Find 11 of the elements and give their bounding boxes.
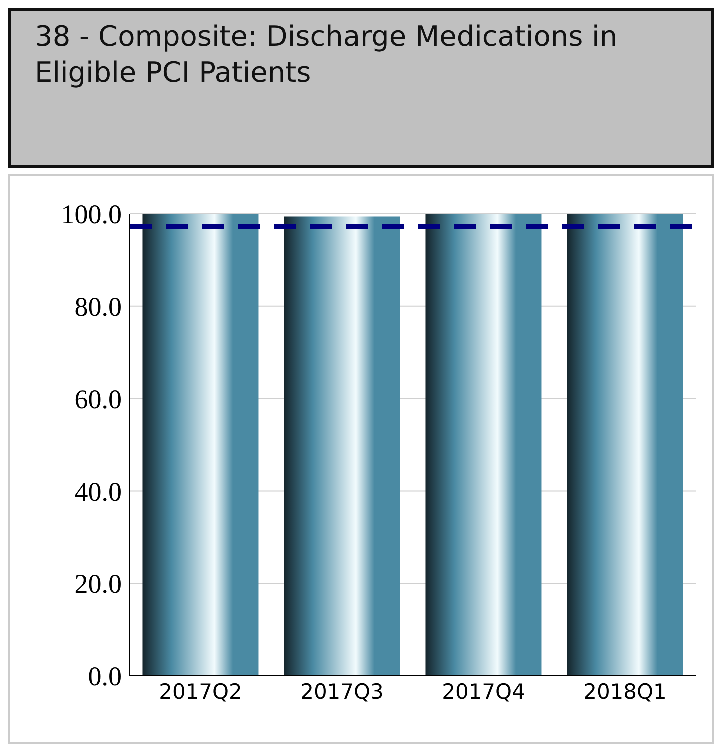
x-tick-label: 2018Q1 (584, 680, 667, 704)
x-tick-label: 2017Q4 (442, 680, 526, 704)
chart-title: 38 - Composite: Discharge Medications in Eligible PCI Patients (8, 8, 714, 168)
y-tick-label: 80.0 (74, 292, 122, 322)
y-tick-label: 60.0 (74, 384, 122, 414)
x-tick-label: 2017Q3 (300, 680, 384, 704)
y-tick-label: 20.0 (74, 569, 122, 600)
y-tick-label: 100.0 (61, 200, 122, 230)
y-tick-label: 40.0 (74, 476, 122, 507)
x-tick-label: 2017Q2 (159, 680, 242, 704)
y-tick-label: 0.0 (88, 662, 122, 692)
